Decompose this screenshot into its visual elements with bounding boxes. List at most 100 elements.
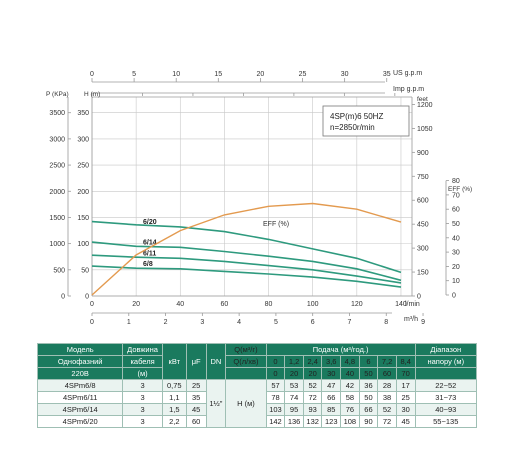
row-model: 4SPm6/14 [36, 403, 124, 416]
lmin-tick-label: 120 [351, 301, 363, 308]
row-uf: 60 [185, 415, 207, 428]
us-gpm-tick-label: 25 [299, 71, 307, 78]
info-box [322, 105, 410, 137]
q-lmin-label: Q(л/хв) [225, 355, 267, 368]
voltage-header: 220В [36, 367, 124, 380]
m3h-tick-label: 1 [127, 319, 131, 326]
series-curve-6-20 [91, 220, 402, 274]
eff-tick-label: 70 [452, 192, 460, 199]
series-label-6-8: 6/8 [143, 261, 153, 268]
lmin-tick-label: 0 [90, 301, 94, 308]
lmin-tick-label: 140 [395, 301, 407, 308]
range-header-2: напору (м) [414, 355, 478, 368]
row-h-1: 74 [284, 391, 304, 404]
h-tick-label: 100 [77, 241, 89, 248]
lmin-tick-label: 100 [307, 301, 319, 308]
feet-tick-label: 300 [417, 246, 429, 253]
eff-tick-label: 50 [452, 221, 460, 228]
range-blank [414, 367, 478, 380]
q-blank [225, 367, 267, 380]
m3h-tick-label: 9 [421, 319, 425, 326]
h-axis-label: H (m) [84, 91, 100, 98]
q-m3h-5: 6 [358, 355, 379, 368]
series-label-6-20: 6/20 [143, 219, 157, 226]
series-label-6-14: 6/14 [143, 239, 157, 246]
uf-header: μF [185, 343, 207, 380]
h-label: H (м) [225, 379, 267, 428]
m3h-tick-label: 3 [200, 319, 204, 326]
row-h-6: 28 [377, 379, 397, 392]
q-m3h-label: Q(м³/г) [225, 343, 267, 356]
q-lmin-6: 60 [377, 367, 397, 380]
lmin-tick-label: 20 [132, 301, 140, 308]
series-curve-6-14 [91, 241, 402, 282]
row-range: 31~73 [414, 391, 478, 404]
row-h-0: 103 [265, 403, 286, 416]
feet-tick-label: 900 [417, 150, 429, 157]
row-uf: 35 [185, 391, 207, 404]
q-m3h-0: 0 [265, 355, 286, 368]
m3h-tick-label: 5 [274, 319, 278, 326]
q-lmin-4: 40 [340, 367, 360, 380]
kpa-tick-label: 1500 [49, 215, 65, 222]
efficiency-curve-label: EFF (%) [263, 221, 289, 228]
row-h-1: 136 [284, 415, 304, 428]
table-row: 4SPm6/20 3 2,2 60 142 136 132 123 108 90… [36, 415, 478, 428]
spec-table-container: Модель Довжина кВт μF DN Q(м³/г) Подача … [36, 343, 478, 428]
kpa-tick-label: 1000 [49, 241, 65, 248]
q-m3h-1: 1,2 [284, 355, 304, 368]
row-model: 4SPm6/20 [36, 415, 124, 428]
row-h-2: 132 [302, 415, 323, 428]
series-label-6-11: 6/11 [143, 250, 156, 257]
eff-tick-label: 40 [452, 235, 460, 242]
row-cable: 3 [122, 379, 163, 392]
row-h-3: 47 [321, 379, 342, 392]
feet-tick-label: 1200 [417, 102, 433, 109]
row-range: 40~93 [414, 403, 478, 416]
model-header: Модель [36, 343, 124, 356]
row-h-4: 58 [340, 391, 360, 404]
feet-tick-label: 1050 [417, 126, 433, 133]
row-h-2: 52 [302, 379, 323, 392]
q-lmin-1: 20 [284, 367, 304, 380]
table-header-row-3: 220В (м) 0 20 20 30 40 50 60 70 [36, 367, 478, 380]
row-model: 4SPm6/8 [36, 379, 124, 392]
series-curve-6-11 [91, 254, 402, 284]
lmin-tick-label: 60 [221, 301, 229, 308]
us-gpm-tick-label: 20 [257, 71, 265, 78]
feet-tick-label: 0 [417, 294, 421, 301]
kw-header: кВт [161, 343, 187, 380]
row-h-5: 36 [358, 379, 379, 392]
h-tick-label: 350 [77, 110, 89, 117]
kpa-tick-label: 2500 [49, 163, 65, 170]
row-cable: 3 [122, 415, 163, 428]
cable-unit-header: (м) [122, 367, 163, 380]
row-h-7: 25 [395, 391, 416, 404]
q-m3h-7: 8,4 [395, 355, 416, 368]
kpa-tick-label: 2000 [49, 189, 65, 196]
feet-axis-label: feet [417, 96, 428, 103]
q-m3h-4: 4,8 [340, 355, 360, 368]
us-gpm-tick-label: 10 [172, 71, 180, 78]
row-h-4: 76 [340, 403, 360, 416]
eff-tick-label: 60 [452, 207, 460, 214]
q-lmin-2: 20 [302, 367, 323, 380]
row-h-5: 50 [358, 391, 379, 404]
us-gpm-tick-label: 15 [214, 71, 222, 78]
row-h-4: 42 [340, 379, 360, 392]
us-gpm-tick-label: 30 [341, 71, 349, 78]
row-h-6: 72 [377, 415, 397, 428]
row-h-0: 57 [265, 379, 286, 392]
eff-tick-label: 10 [452, 278, 460, 285]
row-h-5: 90 [358, 415, 379, 428]
row-h-3: 66 [321, 391, 342, 404]
feet-tick-label: 600 [417, 198, 429, 205]
feet-tick-label: 150 [417, 270, 429, 277]
q-lmin-5: 50 [358, 367, 379, 380]
row-h-4: 108 [340, 415, 360, 428]
lmin-tick-label: 40 [176, 301, 184, 308]
cable-header-2: кабеля [122, 355, 163, 368]
kpa-tick-label: 3500 [49, 110, 65, 117]
row-range: 55~135 [414, 415, 478, 428]
